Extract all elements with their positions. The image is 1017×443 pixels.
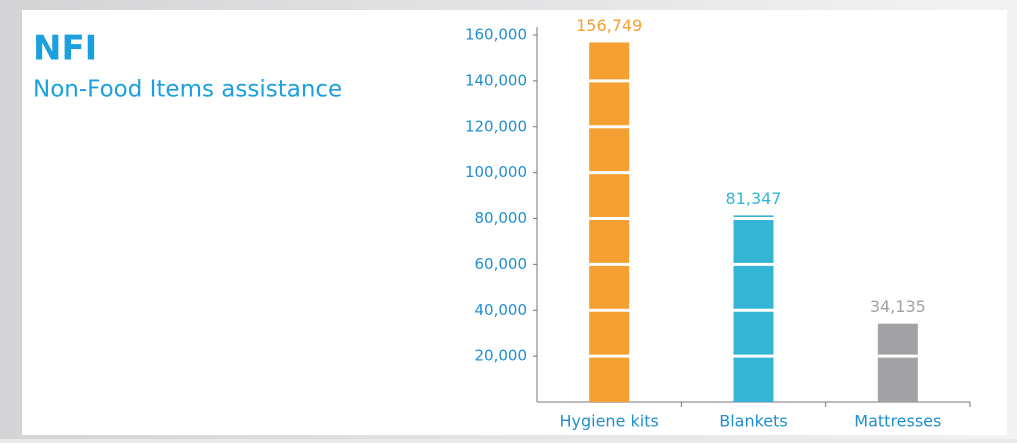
value-label: 81,347 <box>726 189 782 208</box>
x-tick-label: Blankets <box>719 412 788 431</box>
panel <box>22 10 1007 435</box>
y-tick-label: 60,000 <box>475 255 528 273</box>
y-tick-label: 40,000 <box>475 301 528 319</box>
value-label: 156,749 <box>576 16 642 35</box>
x-tick-label: Mattresses <box>854 412 941 431</box>
y-tick-label: 100,000 <box>465 163 527 181</box>
x-tick-label: Hygiene kits <box>559 412 658 431</box>
y-tick-label: 120,000 <box>465 117 527 135</box>
y-tick-label: 20,000 <box>475 347 528 365</box>
bar <box>877 323 918 402</box>
y-tick-label: 80,000 <box>475 209 528 227</box>
value-label: 34,135 <box>870 297 926 316</box>
y-tick-label: 160,000 <box>465 26 527 44</box>
bar <box>733 215 774 402</box>
bar <box>589 42 630 403</box>
y-tick-label: 140,000 <box>465 71 527 89</box>
chart-title: NFI <box>33 29 97 69</box>
chart-subtitle: Non-Food Items assistance <box>33 77 342 103</box>
